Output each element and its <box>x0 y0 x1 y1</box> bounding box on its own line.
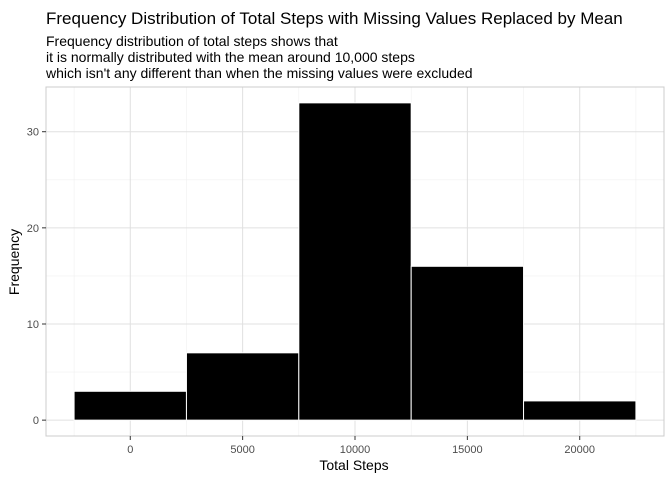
histogram-bar <box>298 102 412 421</box>
y-tick-label: 20 <box>27 223 39 235</box>
x-tick-label: 5000 <box>230 444 254 456</box>
histogram-bar <box>523 400 637 421</box>
x-tick-label: 20000 <box>564 444 595 456</box>
x-tick-label: 15000 <box>452 444 483 456</box>
histogram-bar <box>73 390 187 421</box>
histogram-bar <box>185 352 300 421</box>
chart-subtitle-line-2: it is normally distributed with the mean… <box>46 49 415 65</box>
bars <box>73 102 637 421</box>
chart-subtitle-line-1: Frequency distribution of total steps sh… <box>46 33 338 49</box>
x-tick-label: 10000 <box>340 444 371 456</box>
y-tick-label: 10 <box>27 319 39 331</box>
histogram-bar <box>410 265 525 421</box>
x-tick-label: 0 <box>127 444 133 456</box>
x-axis-ticks: 0 5000 10000 15000 20000 <box>127 436 595 456</box>
y-tick-label: 0 <box>33 415 39 427</box>
chart-title: Frequency Distribution of Total Steps wi… <box>46 9 623 28</box>
y-axis-title: Frequency <box>6 229 22 295</box>
chart-subtitle-line-3: which isn't any different than when the … <box>45 65 473 81</box>
y-tick-label: 30 <box>27 127 39 139</box>
y-axis-ticks: 0 10 20 30 <box>27 127 46 427</box>
x-axis-title: Total Steps <box>319 457 388 473</box>
